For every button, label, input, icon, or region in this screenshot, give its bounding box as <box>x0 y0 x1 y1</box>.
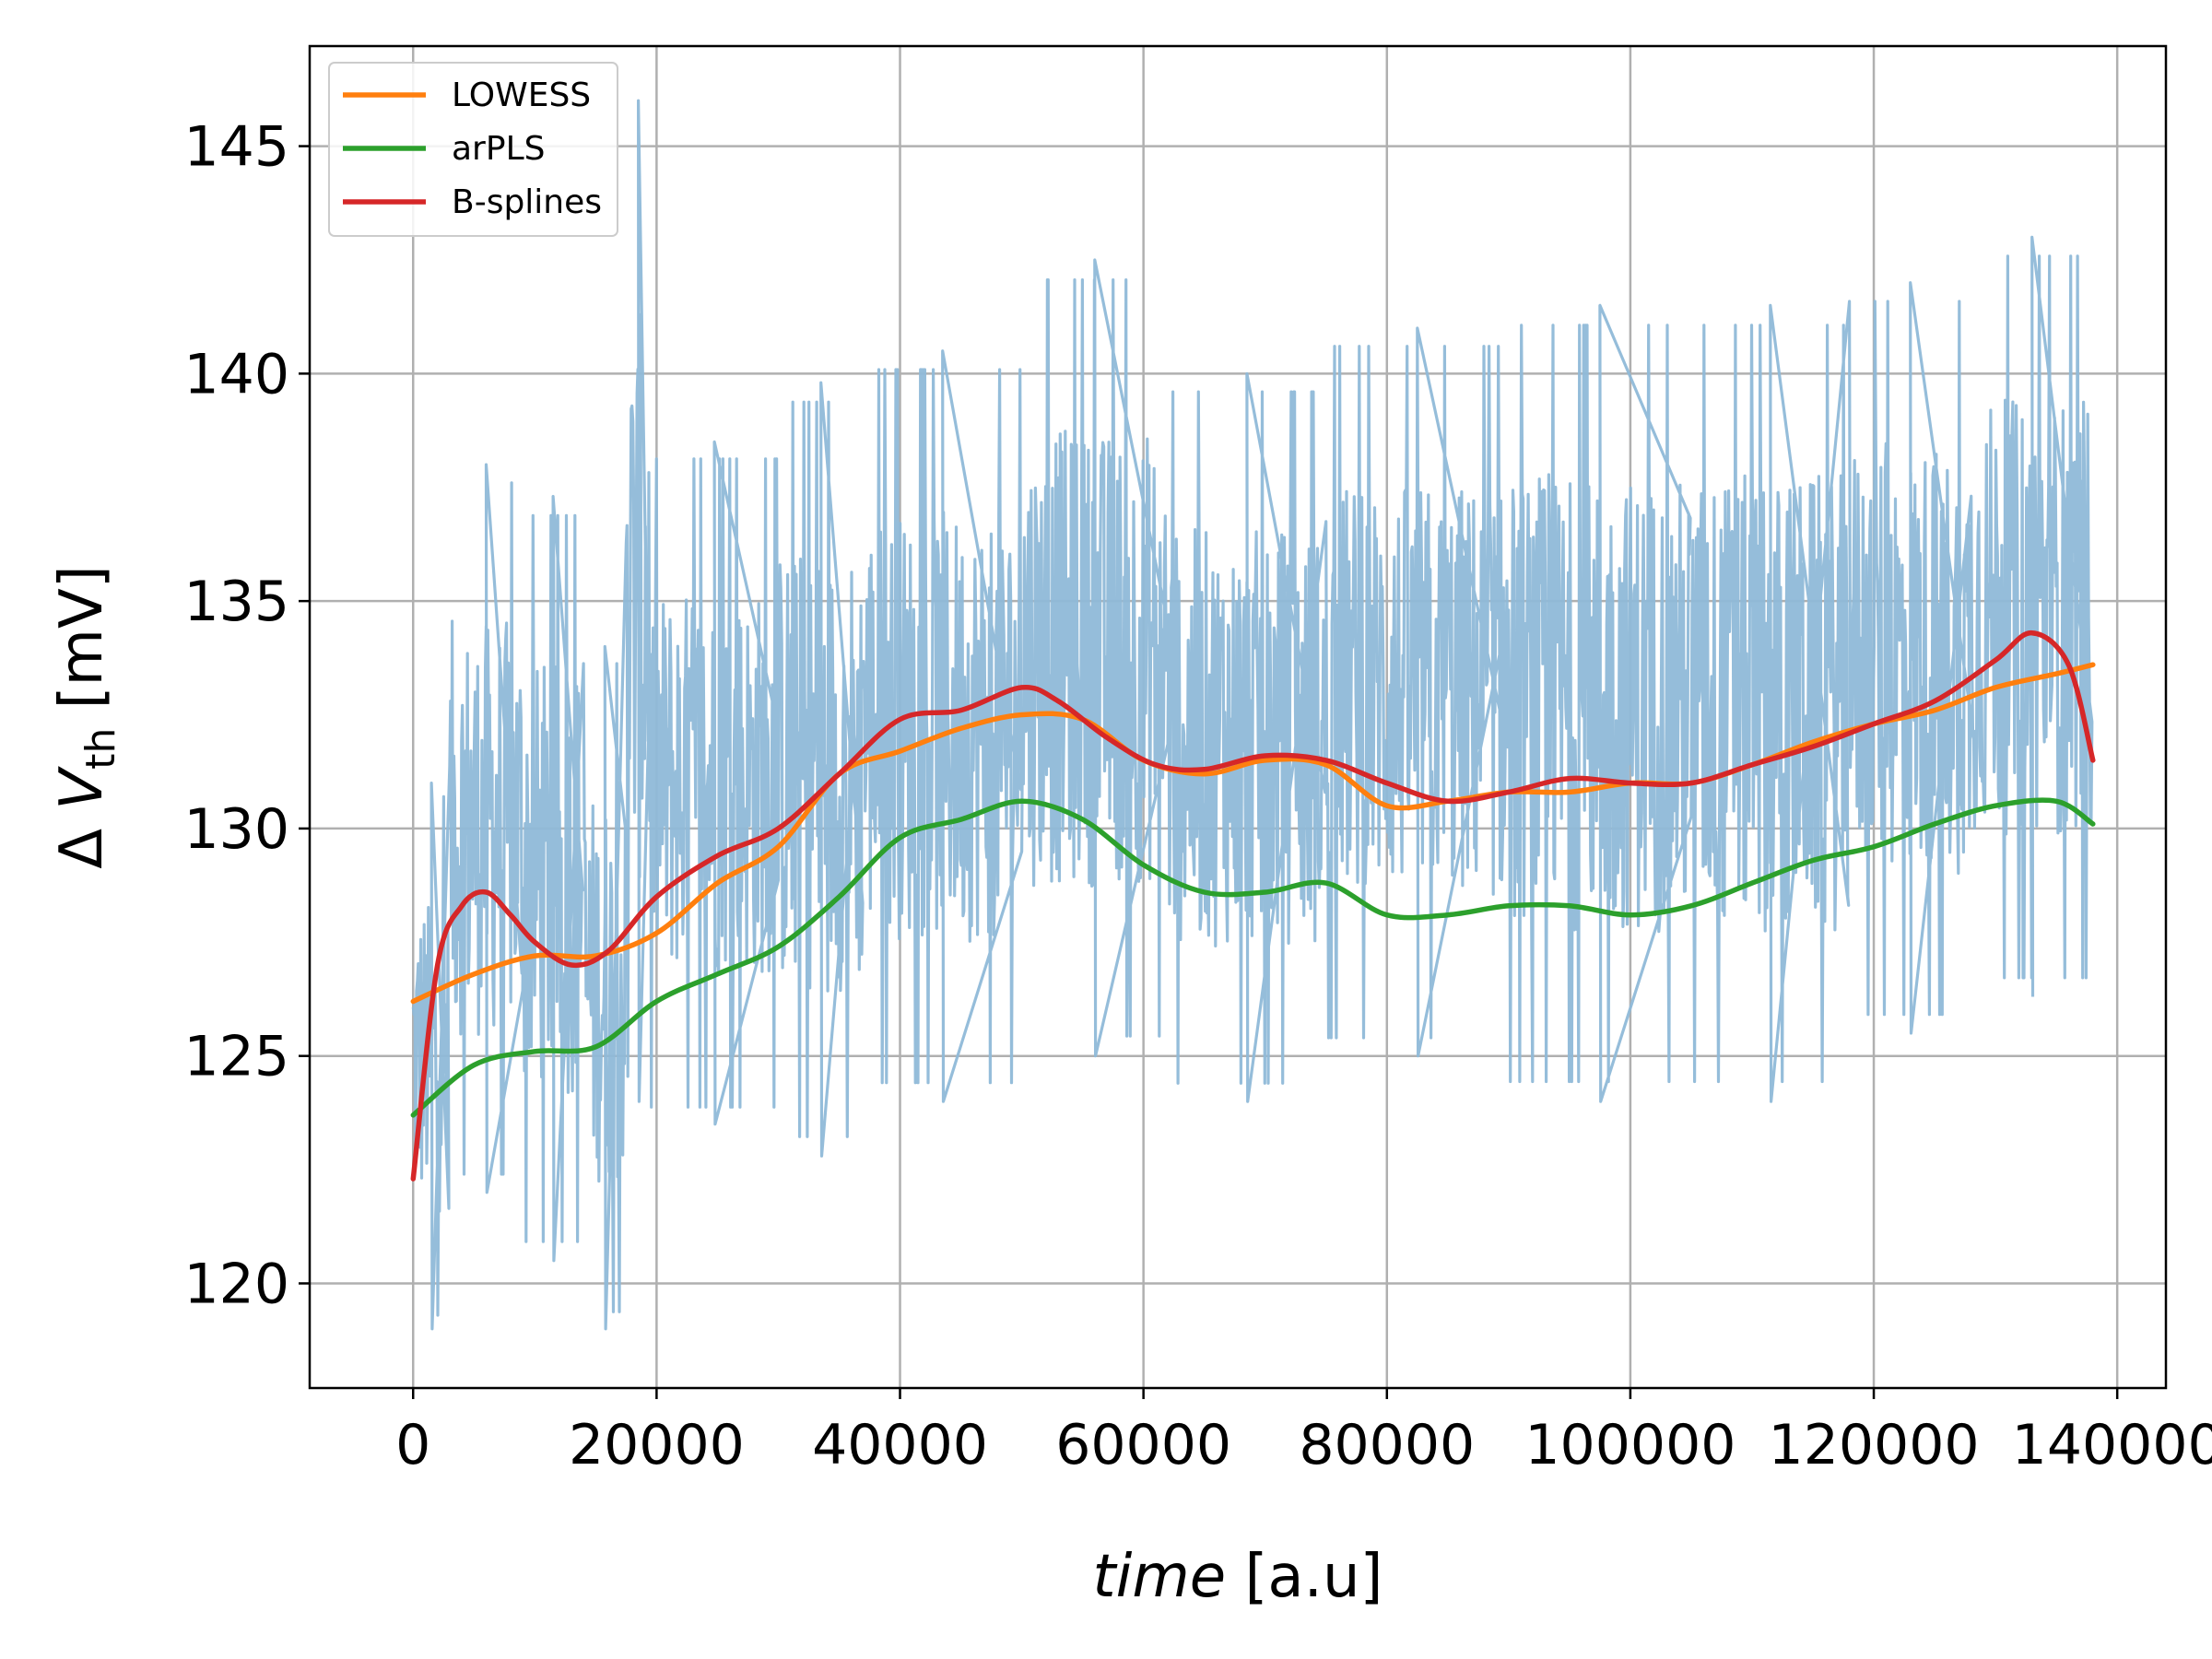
x-tick-label: 140000 <box>2012 1413 2212 1477</box>
plot-frame <box>308 44 2168 1390</box>
x-tick-label: 0 <box>395 1413 430 1477</box>
y-tick-label: 125 <box>183 1025 289 1089</box>
y-tick-label: 135 <box>183 570 289 634</box>
series-line-lowess <box>410 662 2096 1005</box>
series-line-arpls <box>410 797 2096 1118</box>
legend-box <box>328 62 618 237</box>
x-tick-label: 40000 <box>812 1413 988 1477</box>
y-axis-title-var: V <box>48 766 116 810</box>
legend: LOWESS arPLS B-splines <box>328 62 618 237</box>
x-axis-title-var: time <box>1093 1543 1227 1611</box>
y-axis: 120 125 130 135 140 145 <box>183 115 310 1316</box>
x-axis-title: time [a.u] <box>1093 1543 1383 1611</box>
raw-signal <box>411 99 2094 1331</box>
x-axis-title-unit: [a.u] <box>1226 1543 1382 1611</box>
smoothed-series <box>410 629 2096 1182</box>
y-tick-label: 145 <box>183 115 289 180</box>
y-tick-label: 140 <box>183 342 289 406</box>
x-axis: 0 20000 40000 60000 80000 100000 120000 140000 <box>395 1388 2212 1477</box>
y-tick-label: 120 <box>183 1252 289 1316</box>
y-tick-label: 130 <box>183 797 289 862</box>
y-axis-title-sub: th <box>77 728 124 770</box>
x-tick-label: 80000 <box>1299 1413 1475 1477</box>
series-line-bsplines <box>410 629 2096 1182</box>
y-axis-title-unit: [mV] <box>48 565 116 727</box>
y-axis-title: Δ Vth [mV] <box>48 565 124 868</box>
x-tick-label: 20000 <box>569 1413 745 1477</box>
x-tick-label: 60000 <box>1055 1413 1231 1477</box>
raw-signal-line <box>411 99 2094 1331</box>
y-axis-title-prefix: Δ <box>48 810 116 869</box>
legend-label-lowess: LOWESS <box>452 76 591 114</box>
legend-label-arpls: arPLS <box>452 130 545 168</box>
legend-label-bsplines: B-splines <box>452 183 602 221</box>
x-tick-label: 120000 <box>1769 1413 1980 1477</box>
x-tick-label: 100000 <box>1524 1413 1735 1477</box>
